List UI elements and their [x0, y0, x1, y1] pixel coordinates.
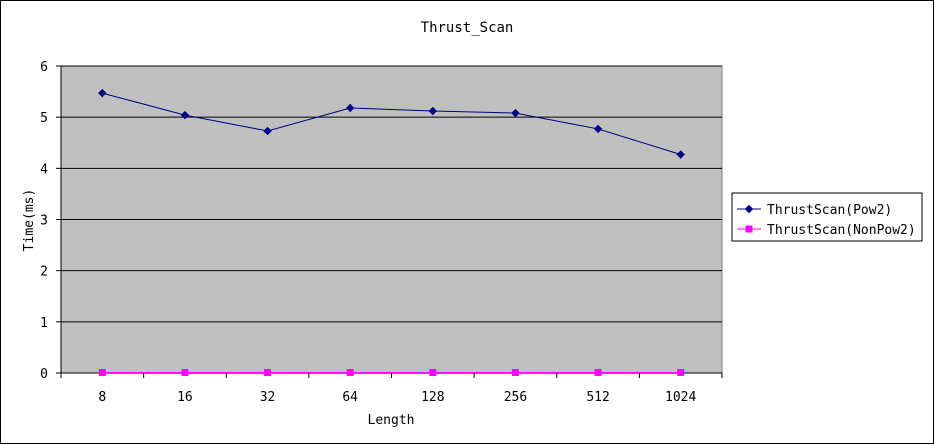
y-axis-label: Time(ms): [22, 189, 37, 252]
data-point: [429, 368, 437, 376]
data-point: [511, 108, 520, 118]
data-point: [593, 124, 603, 134]
data-point: [346, 368, 354, 376]
y-tick-label: 6: [40, 60, 48, 75]
plot-area: 0 1 2 3 4 5 6 8 16 32 64 128 256 512 1024: [40, 60, 723, 405]
data-point: [181, 368, 189, 376]
y-tick-label: 0: [40, 367, 48, 382]
data-point: [264, 368, 272, 376]
data-point: [594, 368, 602, 376]
x-tick-label: 256: [504, 390, 527, 405]
x-tick-label: 16: [177, 390, 193, 405]
y-tick-label: 1: [40, 316, 48, 331]
legend-label: ThrustScan(Pow2): [767, 203, 892, 218]
legend-marker: [744, 204, 754, 214]
legend-box: [731, 192, 923, 242]
series-line-0: [102, 92, 681, 155]
data-point: [345, 103, 355, 113]
x-tick-label: 512: [586, 390, 609, 405]
data-point: [98, 368, 106, 376]
y-tick-label: 5: [40, 111, 48, 126]
x-axis-label: Length: [368, 413, 415, 428]
data-point: [180, 110, 190, 120]
data-point: [677, 368, 685, 376]
x-tick-label: 128: [421, 390, 444, 405]
data-point: [428, 106, 438, 116]
y-tick-label: 4: [40, 162, 48, 177]
y-tick-label: 3: [40, 214, 48, 229]
data-point: [263, 126, 272, 136]
data-point: [676, 150, 685, 159]
x-tick-label: 32: [260, 390, 276, 405]
chart-title: Thrust_Scan: [421, 20, 514, 36]
x-tick-label: 1024: [665, 390, 696, 405]
legend-label: ThrustScan(NonPow2): [767, 223, 916, 238]
data-point: [511, 368, 519, 376]
x-tick-label: 64: [342, 390, 358, 405]
data-point: [98, 88, 107, 98]
y-tick-label: 2: [40, 265, 48, 280]
legend: ThrustScan(Pow2) ThrustScan(NonPow2): [731, 192, 923, 242]
x-tick-label: 8: [98, 390, 106, 405]
legend-marker: [745, 225, 753, 233]
